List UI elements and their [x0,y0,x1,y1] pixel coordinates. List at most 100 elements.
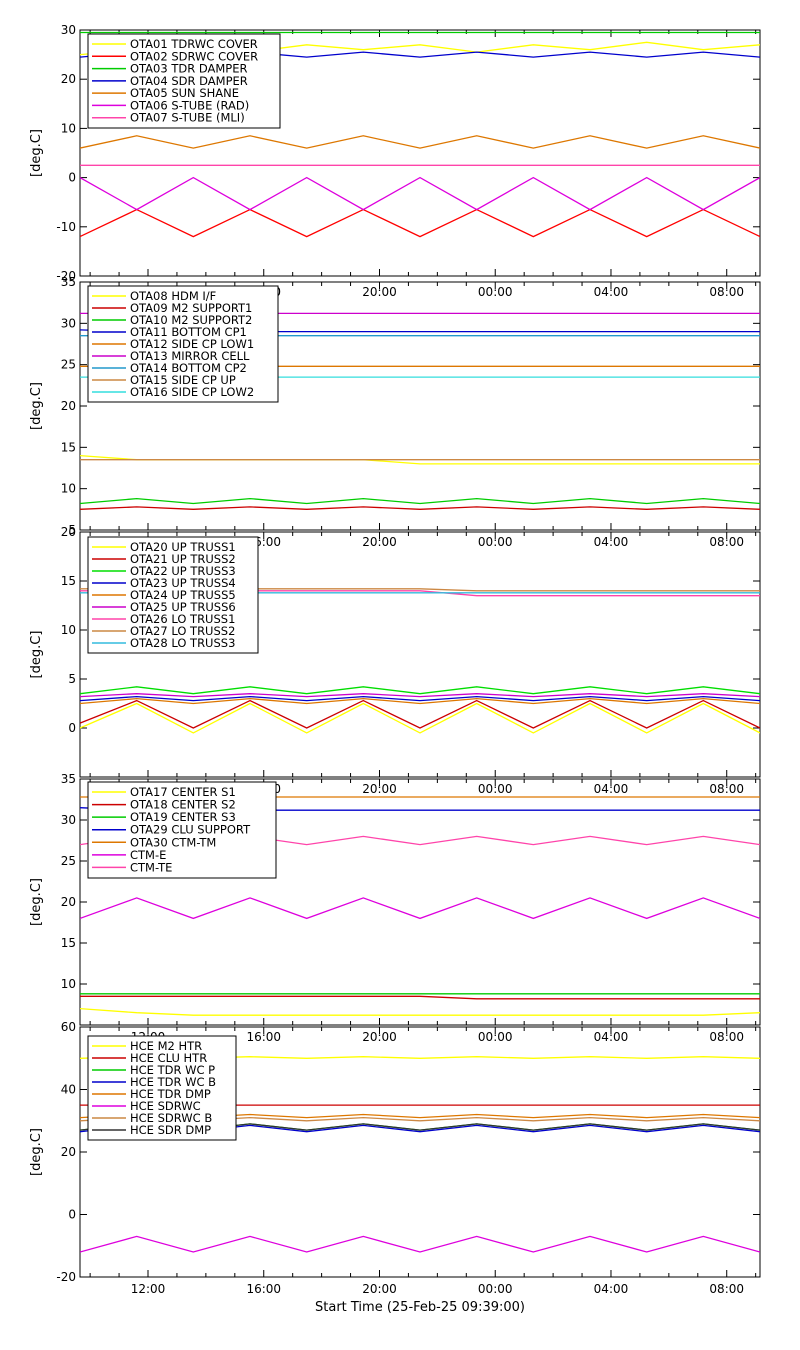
x-tick-label: 04:00 [594,535,629,549]
y-tick-label: 10 [61,482,76,496]
x-tick-label: 12:00 [131,1282,166,1296]
series-line-5 [80,697,760,705]
legend-entry: OTA04 SDR DAMPER [130,74,248,88]
legend-entry: OTA24 UP TRUSS5 [130,588,236,602]
legend-entry: OTA28 LO TRUSS3 [130,636,235,650]
x-tick-label: 20:00 [362,1282,397,1296]
y-tick-label: 0 [68,721,76,735]
legend-entry: OTA09 M2 SUPPORT1 [130,301,252,315]
legend-entry: HCE TDR WC B [130,1075,216,1089]
legend-entry: HCE SDR DMP [130,1123,211,1137]
legend-entry: OTA02 SDRWC COVER [130,49,258,63]
legend-entry: OTA16 SIDE CP LOW2 [130,385,254,399]
y-tick-label: 5 [68,523,76,537]
y-tick-label: 20 [61,1145,76,1159]
y-axis-title: [deg.C] [29,129,44,177]
series-line-2 [80,995,760,1000]
y-tick-label: 20 [61,895,76,909]
legend-entry: OTA19 CENTER S3 [130,810,236,824]
legend-entry: OTA06 S-TUBE (RAD) [130,98,249,112]
series-line-2 [80,208,760,238]
legend-entry: OTA21 UP TRUSS2 [130,552,236,566]
x-tick-label: 00:00 [478,535,513,549]
x-tick-label: 20:00 [362,782,397,796]
x-tick-label: 00:00 [478,1030,513,1044]
panel-2: 510152025303512:0016:0020:0000:0004:0008… [29,275,761,537]
x-tick-label: 20:00 [362,535,397,549]
legend-entry: OTA12 SIDE CP LOW1 [130,337,254,351]
x-tick-label: 04:00 [594,1282,629,1296]
legend-entry: HCE TDR DMP [130,1087,211,1101]
panel-3: 0510152012:0016:0020:0000:0004:0008:00[d… [29,525,761,778]
y-axis-title: [deg.C] [29,382,44,430]
panel-5: -20 0 20 40 60 12:00 16:00 20:00 00:00 04:00 08:00… [29,1020,761,1296]
series-line-3 [80,497,760,505]
legend-entry: OTA29 CLU SUPPORT [130,823,251,837]
legend-entry: HCE SDRWC [130,1099,201,1113]
series-line-6 [80,176,760,211]
series-line-6 [80,1235,760,1253]
y-tick-label: -20 [56,1270,76,1284]
legend-entry: OTA22 UP TRUSS3 [130,564,236,578]
legend-entry: OTA07 S-TUBE (MLI) [130,111,245,125]
legend-entry: OTA26 LO TRUSS1 [130,612,235,626]
x-tick-label: 08:00 [709,782,744,796]
series-line-6 [80,693,760,698]
legend-entry: OTA23 UP TRUSS4 [130,576,236,590]
y-tick-label: 30 [61,316,76,330]
legend-entry: OTA30 CTM-TM [130,835,216,849]
y-tick-label: 35 [61,275,76,289]
y-tick-label: 0 [68,1208,76,1222]
legend-entry: OTA27 LO TRUSS2 [130,624,235,638]
legend-entry: OTA25 UP TRUSS6 [130,600,236,614]
y-tick-label: 15 [61,574,76,588]
legend-box [87,33,281,129]
series-line-1 [80,1007,760,1016]
plot-frame [79,29,761,277]
plot-frame [79,531,761,778]
legend-entry: OTA05 SUN SHANE [130,86,239,100]
series-line-6 [80,897,760,920]
x-tick-label: 00:00 [478,782,513,796]
series-line-4 [80,695,760,702]
y-tick-label: 10 [61,623,76,637]
x-tick-label: 08:00 [709,285,744,299]
y-axis-title: [deg.C] [29,1128,44,1176]
y-tick-label: 40 [61,1083,76,1097]
x-axis-title: Start Time (25-Feb-25 09:39:00) [315,1300,525,1315]
y-tick-label: 60 [61,1020,76,1034]
legend-entry: OTA08 HDM I/F [130,289,216,303]
legend-entry: OTA03 TDR DAMPER [130,62,248,76]
y-tick-label: 10 [61,977,76,991]
legend-entry: OTA18 CENTER S2 [130,798,236,812]
y-tick-label: 30 [61,813,76,827]
legend-entry: OTA13 MIRROR CELL [130,349,250,363]
y-tick-label: 30 [61,23,76,37]
x-tick-label: 04:00 [594,1030,629,1044]
y-tick-label: -20 [56,269,76,283]
legend-box [87,1035,237,1141]
x-tick-label: 20:00 [362,285,397,299]
y-tick-label: 20 [61,72,76,86]
series-line-3 [80,686,760,695]
y-tick-label: 20 [61,399,76,413]
y-axis-title: [deg.C] [29,631,44,679]
legend-entry: OTA01 TDRWC COVER [130,37,258,51]
legend-entry: CTM-E [130,848,166,862]
legend-entry: OTA10 M2 SUPPORT2 [130,313,252,327]
y-tick-label: 0 [68,171,76,185]
y-tick-label: 15 [61,936,76,950]
x-tick-label: 04:00 [594,285,629,299]
y-tick-label: 25 [61,854,76,868]
legend-entry: HCE TDR WC P [130,1063,215,1077]
x-tick-label: 00:00 [478,1282,513,1296]
legend-entry: OTA17 CENTER S1 [130,785,236,799]
y-tick-label: 10 [61,121,76,135]
y-tick-label: 15 [61,440,76,454]
y-tick-label: 25 [61,358,76,372]
